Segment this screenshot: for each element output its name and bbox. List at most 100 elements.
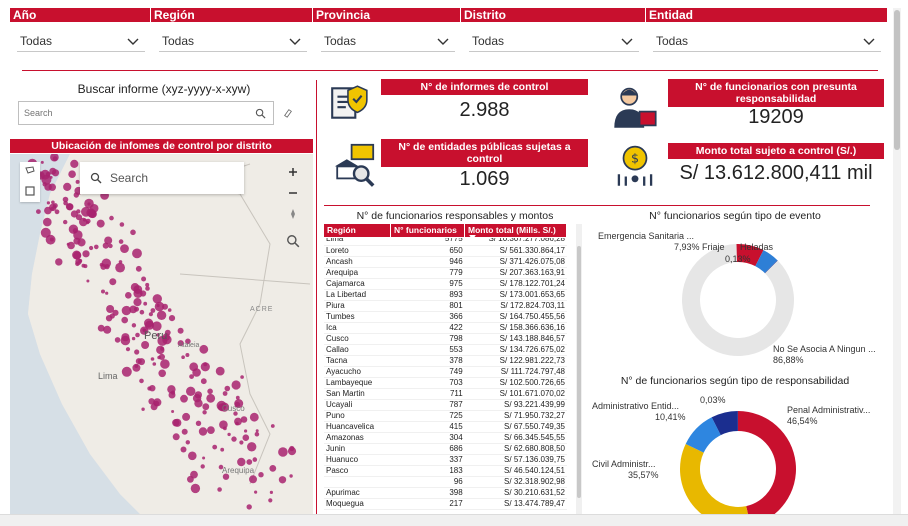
table-scrollbar[interactable]: [576, 224, 582, 514]
search-icon[interactable]: [255, 108, 266, 119]
table-row[interactable]: Cusco 798 S/ 143.188.846,57: [324, 333, 567, 345]
map-point[interactable]: [219, 402, 230, 412]
map-point[interactable]: [168, 315, 176, 322]
map-point[interactable]: [202, 403, 210, 411]
map-point[interactable]: [194, 399, 203, 408]
map-point[interactable]: [68, 170, 76, 178]
province-dropdown[interactable]: Todas: [321, 30, 455, 52]
donut-chart-evento[interactable]: [588, 225, 888, 365]
map-point[interactable]: [200, 378, 207, 385]
map-point[interactable]: [289, 474, 293, 478]
map-point[interactable]: [94, 244, 99, 250]
map-point[interactable]: [125, 347, 131, 352]
map-point[interactable]: [150, 357, 155, 361]
map-point[interactable]: [180, 394, 188, 403]
year-dropdown[interactable]: Todas: [17, 30, 145, 52]
map-point[interactable]: [131, 336, 136, 341]
map-point[interactable]: [43, 217, 52, 227]
donut-slice[interactable]: [755, 250, 778, 274]
map-point[interactable]: [42, 182, 47, 187]
map-point[interactable]: [195, 420, 202, 426]
map-point[interactable]: [40, 160, 44, 164]
map-point[interactable]: [268, 498, 273, 503]
table-row[interactable]: Cajamarca 975 S/ 178.122.701,24: [324, 278, 567, 290]
map-point[interactable]: [258, 472, 264, 478]
map-point[interactable]: [105, 291, 109, 295]
map-point[interactable]: [109, 278, 117, 286]
region-dropdown[interactable]: Todas: [159, 30, 307, 52]
map-point[interactable]: [101, 289, 105, 294]
map-point[interactable]: [63, 219, 68, 225]
map-point[interactable]: [182, 412, 191, 421]
map-point[interactable]: [125, 292, 132, 299]
map-point[interactable]: [181, 355, 185, 359]
map-point[interactable]: [181, 428, 188, 435]
map-point[interactable]: [63, 182, 72, 191]
map-point[interactable]: [145, 282, 150, 287]
donut-slice[interactable]: [682, 244, 794, 356]
table-row[interactable]: Apurimac 398 S/ 30.210.631,52: [324, 487, 567, 499]
map-point[interactable]: [79, 217, 88, 227]
map-point[interactable]: [100, 263, 107, 270]
map-point[interactable]: [202, 456, 206, 460]
map-point[interactable]: [188, 451, 197, 461]
map-point[interactable]: [269, 465, 277, 472]
page-scrollbar[interactable]: [893, 8, 901, 514]
map-point[interactable]: [162, 333, 170, 341]
map-point[interactable]: [177, 340, 184, 347]
donut-slice[interactable]: [738, 411, 796, 519]
column-header-region[interactable]: Región: [324, 224, 390, 237]
table-row[interactable]: Pasco 183 S/ 46.540.124,51: [324, 465, 567, 477]
donut-slice[interactable]: [736, 244, 764, 267]
map-point[interactable]: [75, 214, 83, 221]
map-point[interactable]: [131, 323, 137, 328]
map-point[interactable]: [202, 410, 207, 415]
map-point[interactable]: [118, 260, 123, 264]
map-point[interactable]: [106, 305, 115, 313]
map-point[interactable]: [147, 386, 152, 391]
donut-chart-responsabilidad[interactable]: [588, 389, 888, 519]
map-point[interactable]: [75, 261, 80, 267]
map-point[interactable]: [139, 378, 144, 384]
map-point[interactable]: [252, 457, 258, 462]
donut-slice[interactable]: [685, 417, 721, 453]
map-point[interactable]: [145, 286, 150, 291]
map-point[interactable]: [185, 338, 191, 345]
map-point[interactable]: [227, 432, 231, 437]
map-point[interactable]: [51, 169, 60, 177]
map-point[interactable]: [51, 200, 55, 205]
table-body[interactable]: Lima 5775 S/ 10.307.277.086,28 Loreto 650 S/ …: [324, 238, 567, 513]
table-row[interactable]: Lima 5775 S/ 10.307.277.086,28: [324, 238, 567, 246]
map-point[interactable]: [231, 380, 241, 390]
map-point[interactable]: [233, 411, 238, 416]
map-point[interactable]: [207, 426, 215, 434]
map-point[interactable]: [134, 349, 140, 355]
map-point[interactable]: [217, 487, 222, 492]
map-point[interactable]: [189, 374, 195, 379]
map-point[interactable]: [108, 243, 113, 249]
map-point[interactable]: [120, 335, 131, 346]
map-point[interactable]: [189, 362, 199, 372]
map-point[interactable]: [49, 237, 54, 242]
map-canvas[interactable]: [10, 154, 313, 514]
map-point[interactable]: [143, 301, 148, 306]
map-point[interactable]: [86, 279, 90, 283]
zoom-in-icon[interactable]: [287, 166, 299, 178]
map-point[interactable]: [200, 464, 205, 469]
map-point[interactable]: [186, 386, 196, 396]
map-point[interactable]: [185, 440, 190, 445]
table-row[interactable]: Ancash 946 S/ 371.426.075,08: [324, 256, 567, 268]
map-point[interactable]: [239, 440, 244, 445]
map-point[interactable]: [118, 239, 124, 244]
donut-slice[interactable]: [711, 411, 738, 436]
table-row[interactable]: Junin 686 S/ 62.680.808,50: [324, 443, 567, 455]
map-point[interactable]: [187, 475, 194, 483]
eraser-icon[interactable]: [283, 108, 293, 118]
map-point[interactable]: [142, 328, 146, 332]
map-point[interactable]: [224, 385, 231, 392]
map-point[interactable]: [102, 242, 109, 249]
map-point[interactable]: [135, 332, 140, 338]
map-point[interactable]: [115, 262, 125, 273]
map-point[interactable]: [89, 245, 94, 251]
table-row[interactable]: Huancavelica 415 S/ 67.550.749,35: [324, 421, 567, 433]
